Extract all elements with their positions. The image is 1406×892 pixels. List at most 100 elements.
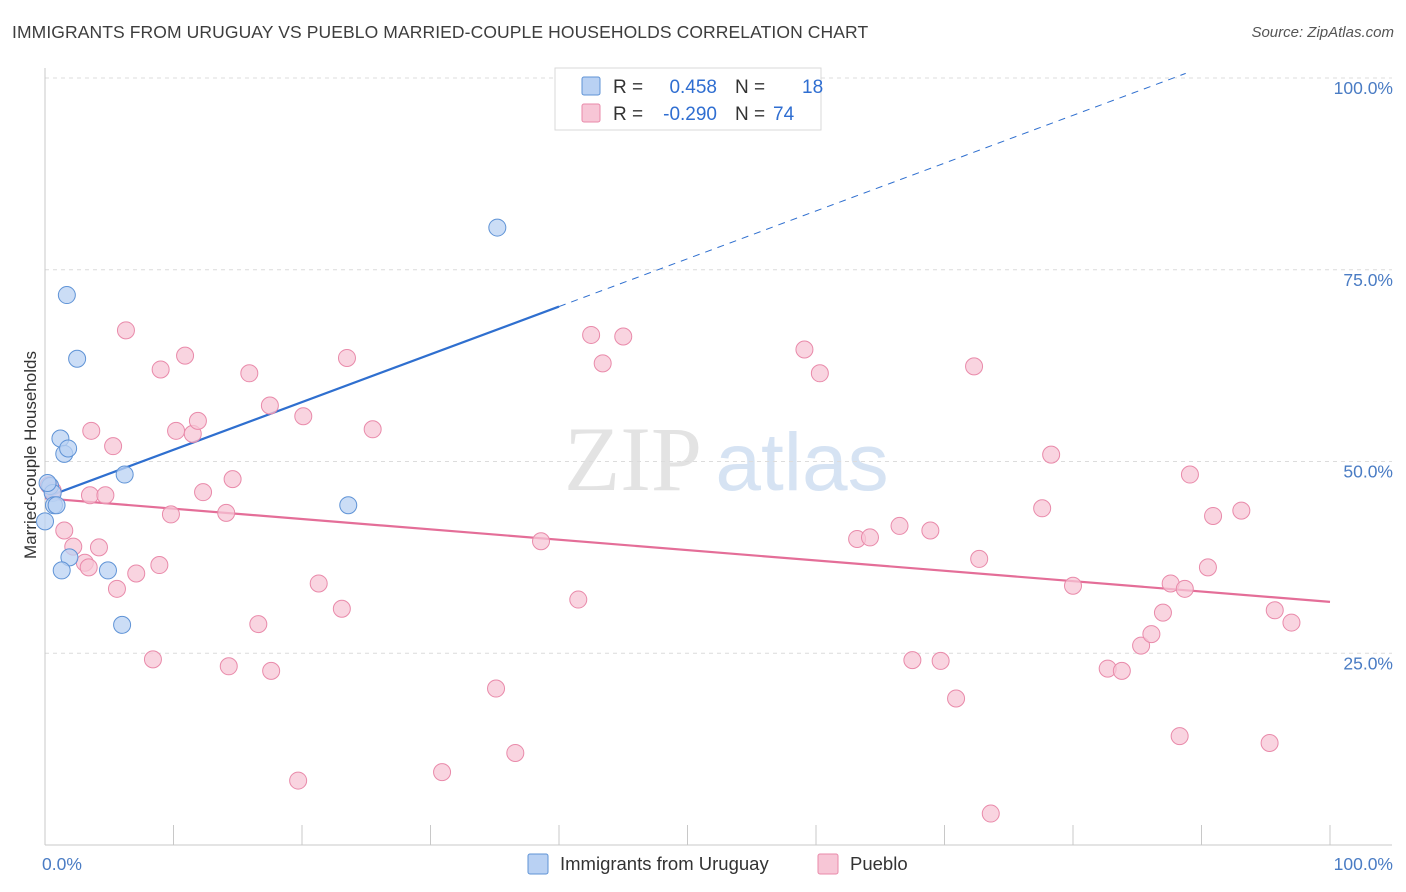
uruguay-point-12 [98,561,117,580]
pueblo-point-13 [143,650,162,669]
pueblo-point-55 [1033,499,1052,518]
uruguay-point-4 [47,496,66,515]
pueblo-point-34 [363,420,382,439]
pueblo-point-51 [947,689,966,708]
watermark-zip: ZIP [564,408,702,510]
bottom-legend: Immigrants from Uruguay Pueblo [527,853,908,875]
pueblo-point-52 [965,357,984,376]
pueblo-point-18 [176,346,195,365]
uruguay-point-11 [52,561,71,580]
pueblo-point-9 [104,437,123,456]
uruguay-trend-line [44,305,560,499]
uruguay-point-17 [38,473,57,492]
pueblo-point-15 [150,556,169,575]
uruguay-point-7 [59,439,78,458]
pueblo-point-36 [487,679,506,698]
y-axis-label: Married-couple Households [21,351,40,559]
pueblo-point-33 [337,348,356,367]
uruguay-point-16 [488,218,507,237]
pueblo-point-60 [1132,636,1151,655]
pueblo-point-56 [1042,445,1061,464]
chart-title: IMMIGRANTS FROM URUGUAY VS PUEBLO MARRIE… [12,22,869,42]
pueblo-point-39 [569,590,588,609]
pueblo-point-62 [1153,603,1172,622]
pueblo-point-8 [96,486,115,505]
pueblo-point-48 [903,651,922,670]
legend-r-label-uruguay: R = [613,77,643,98]
trend-lines [44,72,1331,603]
pueblo-point-35 [433,763,452,782]
bottom-legend-label-pueblo: Pueblo [850,853,908,874]
pueblo-point-44 [810,364,829,383]
pueblo-point-40 [582,325,601,344]
pueblo-point-54 [981,804,1000,823]
gridlines [45,77,1392,654]
bottom-legend-label-uruguay: Immigrants from Uruguay [560,853,769,874]
uruguay-point-14 [113,615,132,634]
pueblo-point-14 [151,360,170,379]
pueblo-point-66 [1180,465,1199,484]
pueblo-point-61 [1142,625,1161,644]
uruguay-point-13 [115,465,134,484]
pueblo-trend-line [44,497,1331,603]
legend-swatch-uruguay [581,76,601,96]
pueblo-point-65 [1175,579,1194,598]
y-tick-label-2: 75.0% [1343,270,1393,290]
pueblo-point-1 [55,521,74,540]
pueblo-point-69 [1232,501,1251,520]
pueblo-point-67 [1198,558,1217,577]
data-points [36,218,1301,823]
source-label: Source: ZipAtlas.com [1251,24,1394,41]
pueblo-point-20 [188,411,207,430]
pueblo-point-57 [1064,576,1082,595]
pueblo-point-37 [506,743,525,762]
y-tick-label-0: 25.0% [1343,653,1393,673]
pueblo-point-29 [289,771,308,790]
pueblo-point-17 [167,421,186,440]
pueblo-point-38 [532,532,551,551]
pueblo-point-64 [1170,727,1189,746]
y-tick-label-3: 100.0% [1334,78,1393,98]
pueblo-point-25 [240,364,259,383]
pueblo-point-42 [614,327,633,346]
tick-labels: 25.0% 50.0% 75.0% 100.0% 0.0% 100.0% [42,78,1393,874]
pueblo-point-22 [217,503,236,522]
legend-r-value-uruguay: 0.458 [669,77,717,98]
pueblo-point-24 [223,470,242,489]
legend-r-value-pueblo: -0.290 [663,104,717,125]
axes [44,68,1392,846]
x-tick-label-right: 100.0% [1334,854,1393,874]
pueblo-point-4 [79,558,98,577]
pueblo-point-71 [1265,601,1284,620]
pueblo-point-10 [107,579,126,598]
pueblo-point-5 [80,486,99,505]
pueblo-point-72 [1282,613,1301,632]
pueblo-point-27 [260,396,279,415]
uruguay-point-15 [339,496,358,515]
pueblo-point-49 [921,521,940,540]
pueblo-point-53 [970,549,989,568]
legend-n-value-pueblo: 74 [773,104,795,125]
pueblo-point-68 [1204,506,1223,525]
legend-swatch-pueblo [581,103,601,123]
pueblo-point-30 [294,407,313,426]
pueblo-point-43 [795,340,814,359]
legend-r-label-pueblo: R = [613,104,643,125]
pueblo-point-26 [249,615,268,634]
pueblo-point-11 [116,321,135,340]
uruguay-point-8 [57,286,76,305]
pueblo-point-23 [219,657,238,676]
pueblo-point-12 [127,564,146,583]
pueblo-point-47 [890,516,909,535]
pueblo-point-59 [1112,661,1131,680]
legend-n-label-pueblo: N = [735,104,765,125]
pueblo-point-32 [332,599,351,618]
uruguay-point-0 [36,512,54,531]
pueblo-point-70 [1260,733,1279,752]
pueblo-point-31 [309,574,328,593]
x-tick-label-left: 0.0% [42,854,82,874]
pueblo-point-46 [860,528,879,547]
watermark-atlas: atlas [715,417,888,508]
legend-n-label-uruguay: N = [735,77,765,98]
